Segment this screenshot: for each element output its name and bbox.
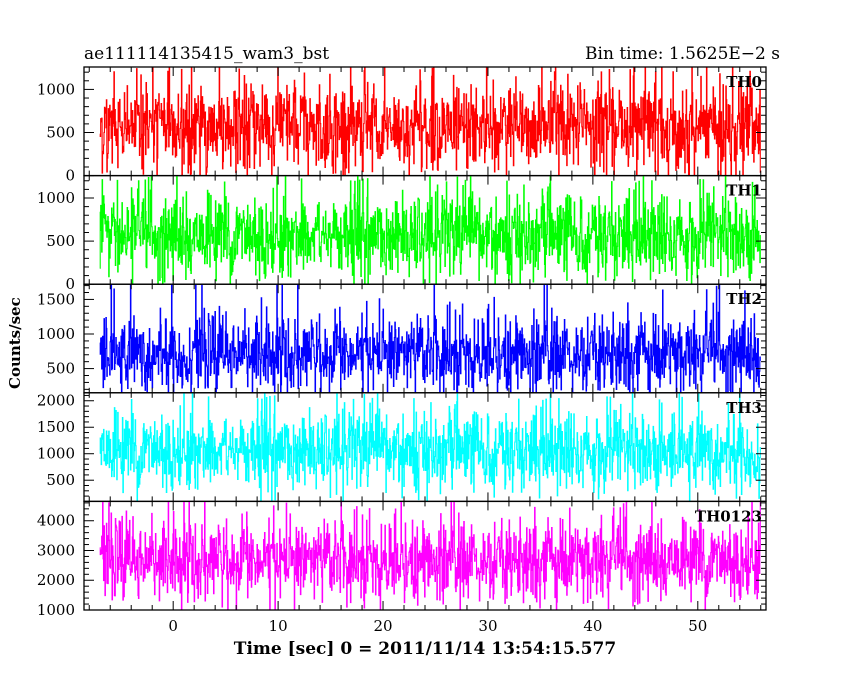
y-tick-label: 2000 [37, 571, 75, 589]
source-file-label: ae111114135415_wam3_bst [84, 44, 330, 64]
panel-th1: 0 500 1000 TH1 [37, 174, 767, 293]
panel-name-label: TH0 [726, 73, 762, 91]
bin-time-label: Bin time: 1.5625E−2 s [585, 44, 780, 64]
x-tick-label: 50 [688, 617, 707, 635]
y-tick-label: 500 [46, 360, 75, 378]
y-tick-label: 500 [46, 232, 75, 250]
y-tick-label: 0 [65, 167, 75, 185]
y-axis-label: Counts/sec [6, 297, 24, 389]
x-tick-label: 10 [269, 617, 288, 635]
y-tick-label: 0 [65, 275, 75, 293]
panel-th2: 500 1000 1500 TH2 [37, 283, 767, 394]
y-tick-label: 500 [46, 471, 75, 489]
panel-name-label: TH1 [726, 182, 762, 200]
x-tick-label: 20 [373, 617, 392, 635]
y-tick-label: 1000 [37, 445, 75, 463]
y-tick-label: 1000 [37, 189, 75, 207]
panel-th0123: 1000 2000 3000 4000 TH0123 [37, 500, 767, 619]
panel-th3: 500 1000 1500 2000 TH3 [37, 392, 767, 503]
y-tick-label: 1000 [37, 601, 75, 619]
panel-name-label: TH3 [726, 399, 762, 417]
panel-name-label: TH2 [726, 290, 762, 308]
series-th3 [99, 392, 761, 502]
y-tick-label: 500 [46, 124, 75, 142]
panel-th0: 0 500 1000 TH0 [37, 66, 767, 185]
series-th2 [99, 284, 761, 393]
y-tick-label: 3000 [37, 541, 75, 559]
y-tick-label: 4000 [37, 512, 75, 530]
series-th0 [99, 67, 761, 176]
y-tick-label: 1000 [37, 80, 75, 98]
y-tick-label: 1500 [37, 418, 75, 436]
x-axis-label: Time [sec] 0 = 2011/11/14 13:54:15.577 [233, 639, 617, 659]
x-tick-label: 40 [583, 617, 602, 635]
x-tick-label: 0 [168, 617, 178, 635]
y-tick-label: 2000 [37, 392, 75, 410]
series-th0123 [99, 501, 761, 610]
panel-name-label: TH0123 [695, 507, 762, 525]
y-tick-label: 1000 [37, 325, 75, 343]
series-th1 [99, 175, 761, 285]
x-tick-label: 30 [478, 617, 497, 635]
y-tick-label: 1500 [37, 290, 75, 308]
